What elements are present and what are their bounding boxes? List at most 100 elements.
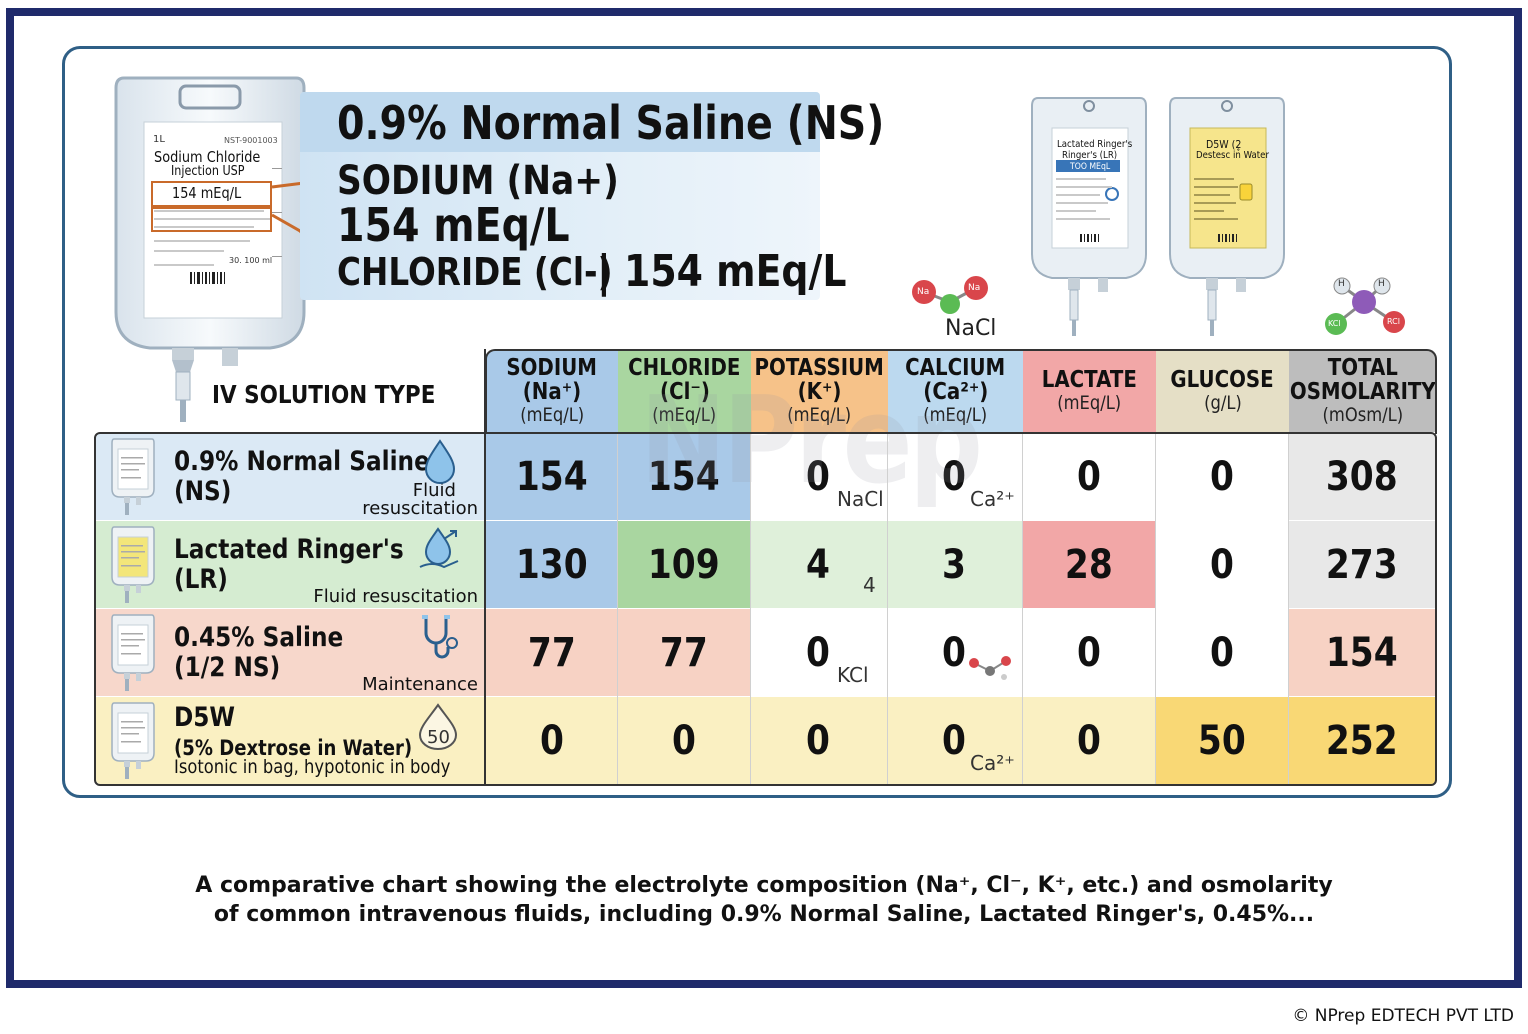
column-header-name: GLUCOSE xyxy=(1170,367,1275,393)
column-header-4: LACTATE (mEq/L) xyxy=(1023,350,1156,432)
row-name-line1: D5W xyxy=(174,702,236,733)
cell-annotation: Ca²⁺ xyxy=(970,751,1015,775)
cell-value: 4 xyxy=(806,541,830,588)
column-header-name: SODIUM xyxy=(506,355,598,381)
kcl-left: KCl xyxy=(1328,319,1341,328)
bag-name-line2: Injection USP xyxy=(171,164,245,179)
bag-second-box xyxy=(151,207,272,232)
cell-value: 0 xyxy=(806,717,830,764)
cell-value: 0 xyxy=(1210,453,1234,500)
nacl-atom1: Na xyxy=(917,287,930,297)
drop-icon-text: 50 xyxy=(427,727,450,748)
column-divider xyxy=(750,433,751,785)
row-bag-icon xyxy=(111,614,155,691)
row-bag-icon xyxy=(111,438,155,515)
column-header-1: CHLORIDE (Cl⁻) (mEq/L) xyxy=(618,350,751,432)
column-header-0: SODIUM (Na⁺) (mEq/L) xyxy=(486,350,618,432)
row-bag-icon xyxy=(111,702,155,779)
row-name-line1: 0.9% Normal Saline xyxy=(174,446,430,477)
table-cell: 0 NaCl xyxy=(751,433,888,521)
nacl-atom2: Na xyxy=(968,283,981,293)
row-label-3: D5W (5% Dextrose in Water) Isotonic in bag… xyxy=(96,697,484,785)
bag-name-line1: Sodium Chloride xyxy=(154,148,261,166)
row-tag-line2: Maintenance xyxy=(362,674,478,695)
table-cell: 154 xyxy=(1289,609,1436,697)
table-cell: 308 xyxy=(1289,433,1436,521)
hero-title-band xyxy=(300,92,820,152)
hero-chloride-label: CHLORIDE (Cl-) xyxy=(337,250,613,294)
row-name-line2: (5% Dextrose in Water) xyxy=(174,736,413,760)
table-cell: 154 xyxy=(486,433,618,521)
column-header-name2: (Cl⁻) xyxy=(659,379,710,405)
lr-bag-illustration xyxy=(1031,97,1147,336)
cell-value: 0 xyxy=(1210,541,1234,588)
kcl-right: RCl xyxy=(1387,317,1400,326)
table-cell: 0 xyxy=(1156,609,1289,697)
drop-50-icon xyxy=(418,703,458,750)
table-cell: 0 xyxy=(888,609,1023,697)
column-divider xyxy=(1155,433,1156,785)
cell-value: 109 xyxy=(648,541,720,588)
cell-value: 0 xyxy=(806,453,830,500)
table-cell: 0 xyxy=(1023,433,1156,521)
cell-value: 0 xyxy=(942,717,966,764)
small-molecule-icon xyxy=(969,656,1011,680)
kcl-top1: H xyxy=(1338,279,1345,289)
column-header-name2: (Na⁺) xyxy=(522,379,582,405)
column-header-2: POTASSIUM (K⁺) (mEq/L) xyxy=(751,350,888,432)
cell-annotation: Ca²⁺ xyxy=(970,487,1015,511)
row-name-line1: Lactated Ringer's xyxy=(174,534,404,565)
cell-value: 0 xyxy=(942,629,966,676)
hand-drop-icon xyxy=(419,527,459,569)
cell-value: 273 xyxy=(1326,541,1398,588)
table-cell: 0 xyxy=(1023,609,1156,697)
cell-value: 154 xyxy=(1326,629,1398,676)
kcl-molecule-icon xyxy=(1325,277,1405,335)
column-header-unit: (mEq/L) xyxy=(520,404,584,426)
cell-value: 0 xyxy=(672,717,696,764)
lr-bag-band: TOO MEqL xyxy=(1070,162,1111,172)
water-drop-icon xyxy=(424,439,456,484)
table-cell: 0 xyxy=(618,697,751,785)
column-header-5: GLUCOSE (g/L) xyxy=(1156,350,1289,432)
table-cell: 50 xyxy=(1156,697,1289,785)
d5w-bag-line1: D5W (2̥ xyxy=(1206,138,1242,151)
table-cell: 0 xyxy=(486,697,618,785)
cell-value: 0 xyxy=(539,717,564,764)
cell-value: 0 xyxy=(1077,453,1101,500)
table-cell: 130 xyxy=(486,521,618,609)
d5w-bag-illustration xyxy=(1169,97,1285,336)
cell-annotation: 4 xyxy=(863,573,876,597)
bag-highlight-box xyxy=(151,181,272,207)
d5w-bag-line2: Destesc in Water xyxy=(1196,150,1270,161)
row-name-line2: (1/2 NS) xyxy=(174,652,281,683)
table-cell: 0 xyxy=(1156,521,1289,609)
table-cell: 0 KCl xyxy=(751,609,888,697)
cell-value: 50 xyxy=(1198,717,1246,764)
column-divider xyxy=(887,433,888,785)
table-cell: 77 xyxy=(486,609,618,697)
row-label-2: 0.45% Saline (1/2 NS) Maintenance xyxy=(96,609,484,697)
cell-value: 77 xyxy=(660,629,708,676)
column-divider xyxy=(1288,433,1289,785)
table-cell: 109 xyxy=(618,521,751,609)
row-tag-line2: resuscitation xyxy=(362,498,478,519)
cell-annotation: NaCl xyxy=(837,487,884,511)
cell-value: 0 xyxy=(1077,717,1101,764)
caption-line2: of common intravenous fluids, including … xyxy=(213,902,1315,927)
caption-line1: A comparative chart showing the electrol… xyxy=(195,873,1333,898)
column-header-name: TOTAL xyxy=(1327,355,1398,381)
column-divider xyxy=(617,433,618,785)
column-header-name: LACTATE xyxy=(1041,367,1138,393)
column-header-unit: (mEq/L) xyxy=(787,404,852,426)
watermark: NPrep xyxy=(640,372,983,511)
column-header-unit: (mEq/L) xyxy=(923,404,988,426)
row-tag-line2: Fluid resuscitation xyxy=(313,586,478,607)
stethoscope-icon xyxy=(422,615,458,659)
table-cell: 0 Ca²⁺ xyxy=(888,433,1023,521)
bag-box-value: 154 mEq/L xyxy=(172,184,242,202)
column-header-name: CHLORIDE xyxy=(628,355,741,381)
lr-bag-line1: Lactated Ringer's xyxy=(1057,139,1133,150)
cell-value: 0 xyxy=(1210,629,1234,676)
bag-volume-label: 1L xyxy=(153,134,165,145)
